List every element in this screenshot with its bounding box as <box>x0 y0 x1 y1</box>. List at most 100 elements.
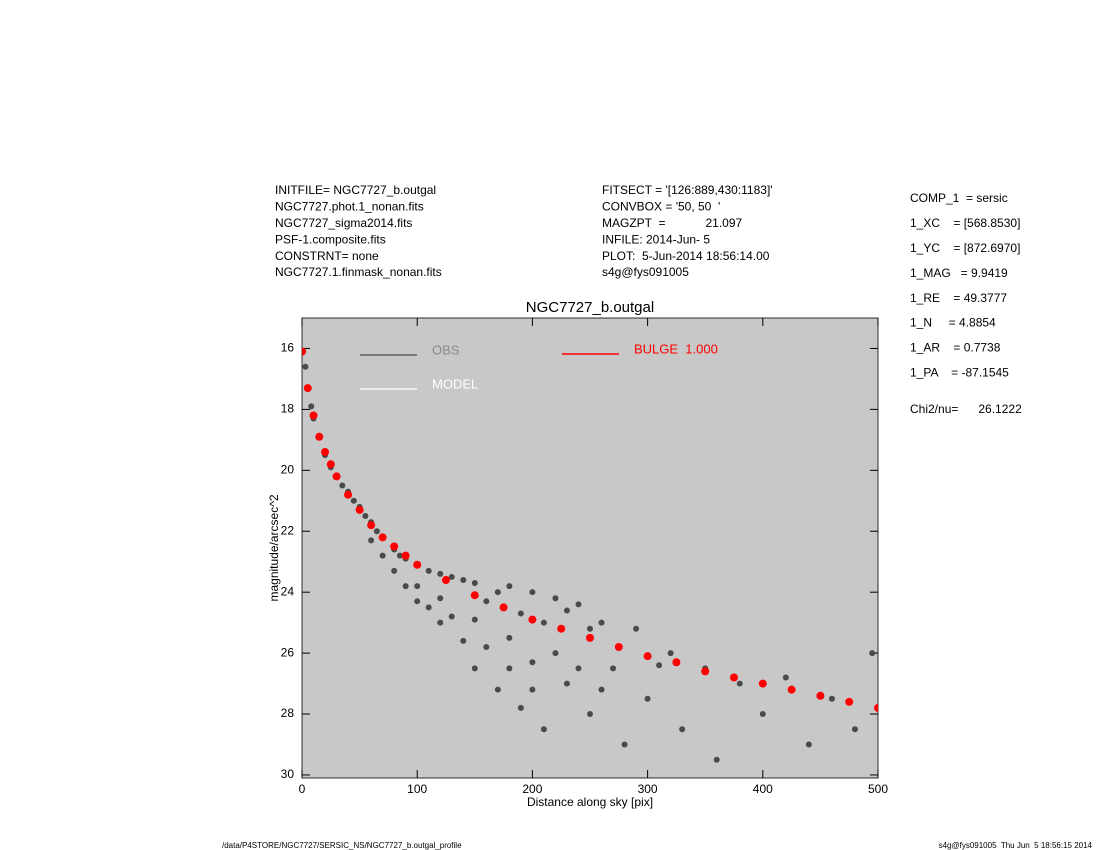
x-tick-label: 500 <box>868 782 888 796</box>
point <box>517 704 524 711</box>
point <box>517 610 524 617</box>
point <box>367 521 376 530</box>
point <box>633 625 640 632</box>
plot-marks <box>302 347 878 763</box>
x-tick-label: 400 <box>753 782 773 796</box>
point <box>614 643 623 652</box>
point <box>828 695 835 702</box>
point <box>598 619 605 626</box>
point <box>302 347 306 356</box>
header-middle-line: FITSECT = '[126:889,430:1183]' <box>602 183 773 197</box>
point <box>575 665 582 672</box>
footer-right: s4g@fys091005 Thu Jun 5 18:56:15 2014 <box>939 841 1093 850</box>
point <box>598 686 605 693</box>
header-middle-line: s4g@fys091005 <box>602 265 689 279</box>
parameter: 1_YC = [872.6970] <box>910 241 1020 255</box>
point <box>391 567 398 574</box>
x-tick-label: 200 <box>522 782 542 796</box>
point <box>350 497 357 504</box>
point <box>759 711 766 718</box>
x-axis-label: Distance along sky [pix] <box>527 795 653 809</box>
point <box>679 726 686 733</box>
point <box>425 604 432 611</box>
header-left-line: CONSTRNT= none <box>275 249 379 263</box>
point <box>494 686 501 693</box>
legend-label: MODEL <box>432 376 478 391</box>
x-tick-label: 300 <box>638 782 658 796</box>
point <box>587 711 593 718</box>
y-tick-label: 24 <box>281 584 295 598</box>
y-tick-label: 20 <box>281 462 295 476</box>
point <box>667 650 674 657</box>
point <box>805 741 812 748</box>
header-middle-line: CONVBOX = '50, 50 ' <box>602 200 720 214</box>
point <box>575 601 582 608</box>
header-middle-line: MAGZPT = 21.097 <box>602 216 742 230</box>
point <box>471 665 478 672</box>
chart-title: NGC7727_b.outgal <box>526 299 654 316</box>
legend-label: BULGE 1.000 <box>634 341 718 356</box>
point <box>379 552 386 559</box>
point <box>413 560 422 569</box>
point <box>414 598 421 605</box>
point <box>442 575 450 584</box>
point <box>339 482 346 489</box>
parameter: COMP_1 = sersic <box>910 191 1008 205</box>
parameter: 1_MAG = 9.9419 <box>910 266 1008 280</box>
point <box>730 673 738 682</box>
header-left-line: NGC7727.phot.1_nonan.fits <box>275 200 424 214</box>
point <box>552 595 559 602</box>
x-tick-label: 100 <box>407 782 427 796</box>
point <box>529 659 536 666</box>
point <box>321 448 330 457</box>
point <box>378 533 387 542</box>
point <box>610 665 617 672</box>
point <box>401 551 410 560</box>
plot-area <box>301 317 879 779</box>
header-left-line: NGC7727_sigma2014.fits <box>275 216 412 230</box>
point <box>845 697 854 706</box>
parameter: 1_PA = -87.1545 <box>910 365 1009 379</box>
point <box>540 726 547 733</box>
point <box>309 411 318 420</box>
y-tick-label: 18 <box>281 402 295 416</box>
parameter: 1_AR = 0.7738 <box>910 341 1001 355</box>
header-middle-line: INFILE: 2014-Jun- 5 <box>602 232 710 246</box>
point <box>471 580 478 587</box>
point <box>587 625 593 632</box>
point <box>332 472 341 481</box>
parameter: 1_N = 4.8854 <box>910 316 996 330</box>
chi2: Chi2/nu= 26.1222 <box>910 402 1022 416</box>
header-middle-line: PLOT: 5-Jun-2014 18:56:14.00 <box>602 249 770 263</box>
point <box>586 633 594 642</box>
header-left-line: NGC7727.1.finmask_nonan.fits <box>275 265 442 279</box>
point <box>315 432 324 441</box>
legend-label: OBS <box>432 342 460 357</box>
point <box>557 624 566 633</box>
point <box>672 658 681 667</box>
point <box>368 537 375 544</box>
point <box>425 567 432 574</box>
point <box>656 662 663 669</box>
point <box>362 513 369 520</box>
point <box>470 591 479 600</box>
point <box>460 576 467 583</box>
y-tick-label: 16 <box>281 341 295 355</box>
point <box>494 589 501 596</box>
point <box>851 726 858 733</box>
y-tick-label: 28 <box>281 706 295 720</box>
y-tick-label: 30 <box>281 767 295 781</box>
point <box>506 665 513 672</box>
point <box>506 583 513 590</box>
y-tick-label: 26 <box>281 645 295 659</box>
point <box>499 603 508 612</box>
point <box>448 573 455 580</box>
point <box>528 615 537 624</box>
point <box>355 505 364 514</box>
point <box>471 616 478 623</box>
point <box>782 674 789 681</box>
y-axis-label: magnitude/arcsec^2 <box>267 494 281 601</box>
point <box>563 680 570 687</box>
point <box>563 607 570 614</box>
